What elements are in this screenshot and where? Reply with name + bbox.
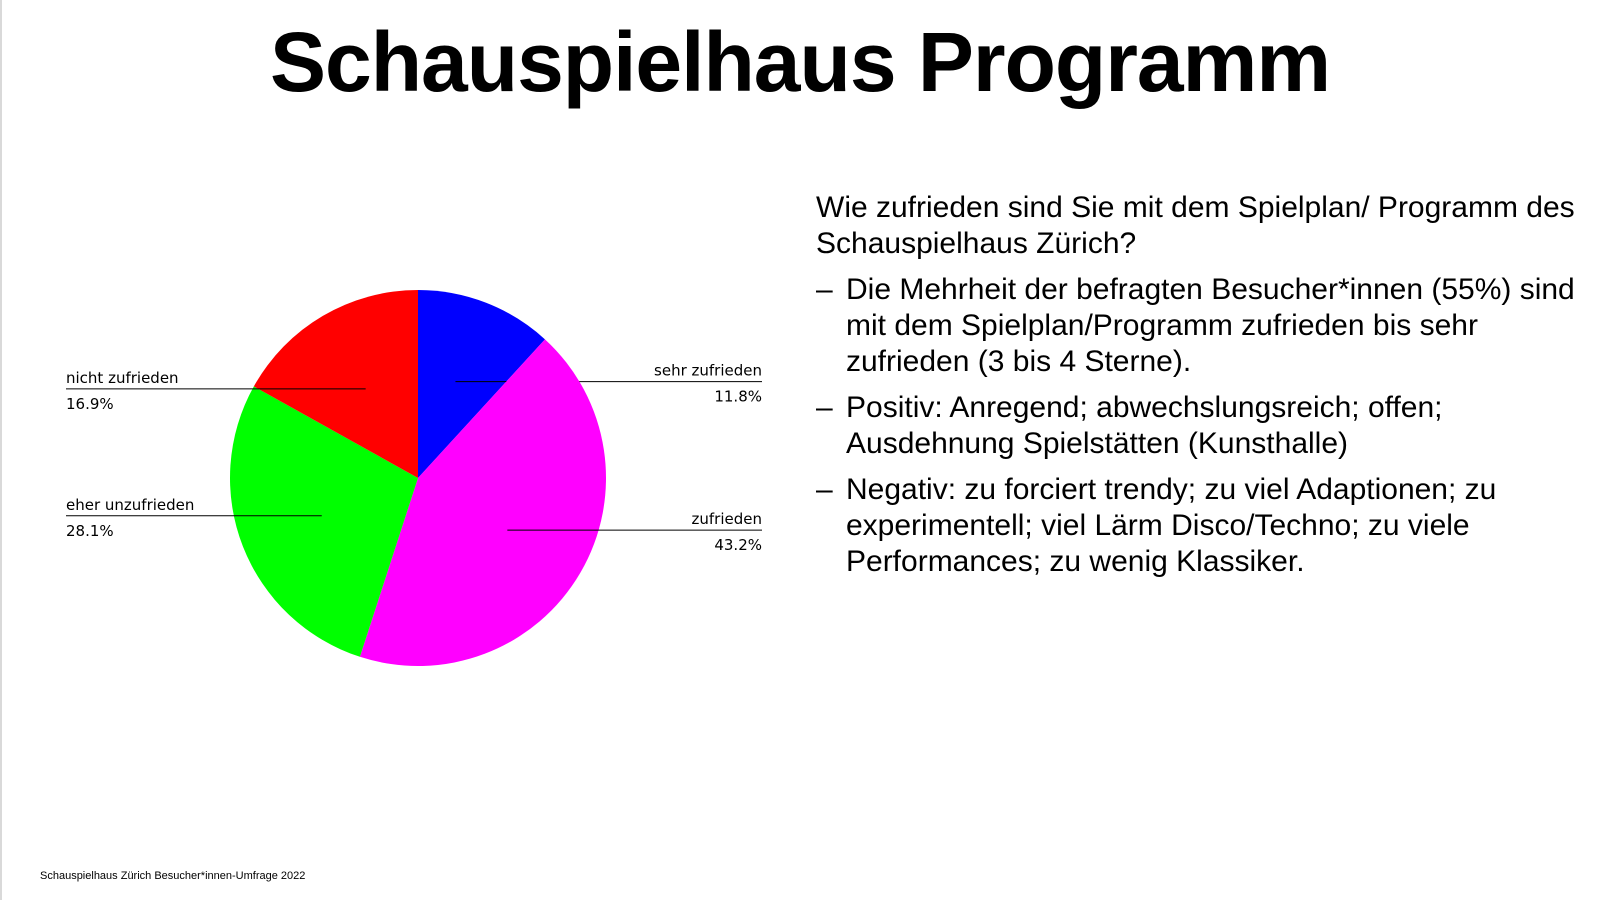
slice-value-eher-unzufrieden: 28.1% [66, 522, 114, 540]
page-title: Schauspielhaus Programm [269, 15, 1331, 109]
source-footer: Schauspielhaus Zürich Besucher*innen-Umf… [40, 870, 306, 882]
bullet-dash: – [816, 273, 833, 306]
bullet-majority: – Die Mehrheit der befragten Besucher*in… [816, 272, 1586, 380]
slice-value-zufrieden: 43.2% [714, 536, 762, 554]
bullet-majority-text: Die Mehrheit der befragten Besucher*inne… [846, 273, 1575, 378]
bullet-positive-text: Positiv: Anregend; abwechslungsreich; of… [846, 391, 1443, 460]
slice-label-zufrieden: zufrieden [692, 510, 762, 528]
slice-value-sehr-zufrieden: 11.8% [714, 388, 762, 406]
pie-slice-eher-unzufrieden [230, 386, 418, 657]
slice-value-nicht-zufrieden: 16.9% [66, 395, 114, 413]
slice-label-eher-unzufrieden: eher unzufrieden [66, 496, 194, 514]
bullet-negative-text: Negativ: zu forciert trendy; zu viel Ada… [846, 473, 1497, 578]
pie-slice-nicht-zufrieden [253, 290, 418, 478]
bullet-negative: – Negativ: zu forciert trendy; zu viel A… [816, 472, 1586, 580]
pie-slice-sehr-zufrieden [418, 290, 545, 478]
left-edge-rule [0, 0, 2, 900]
pie-chart: sehr zufrieden 11.8% zufrieden 43.2% eher un… [66, 290, 762, 666]
survey-question: Wie zufrieden sind Sie mit dem Spielplan… [816, 191, 1575, 260]
slice-label-nicht-zufrieden: nicht zufrieden [66, 369, 179, 387]
bullet-dash: – [816, 391, 833, 424]
bullet-dash: – [816, 473, 833, 506]
bullet-positive: – Positiv: Anregend; abwechslungsreich; … [816, 390, 1586, 462]
pie-slice-zufrieden [359, 339, 606, 666]
slice-label-sehr-zufrieden: sehr zufrieden [654, 362, 762, 380]
commentary: Wie zufrieden sind Sie mit dem Spielplan… [816, 190, 1586, 590]
